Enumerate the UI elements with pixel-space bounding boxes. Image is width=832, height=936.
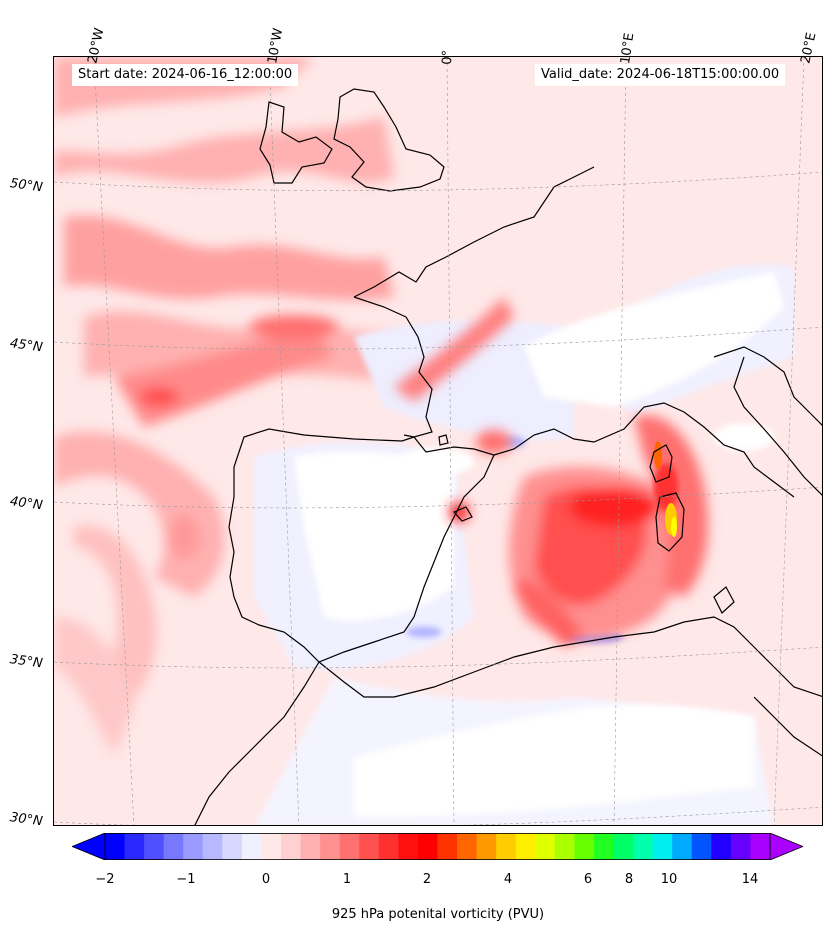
colorbar-segment — [711, 833, 732, 860]
colorbar-tick: 8 — [624, 872, 634, 887]
map-plot — [53, 56, 823, 826]
colorbar-segment — [535, 833, 556, 860]
colorbar-segment — [554, 833, 575, 860]
colorbar-tick: −1 — [176, 872, 196, 887]
lat-label-30n: 30°N — [8, 810, 44, 830]
colorbar-segment — [163, 833, 184, 860]
lat-label-50n: 50°N — [8, 176, 44, 196]
colorbar-tick: 14 — [741, 872, 759, 887]
colorbar-segment — [300, 833, 321, 860]
pv-colorbar — [72, 833, 803, 860]
lat-label-35n: 35°N — [8, 652, 44, 672]
colorbar-tick: 2 — [422, 872, 432, 887]
graticule — [54, 57, 822, 825]
colorbar-segment — [124, 833, 145, 860]
colorbar-segment — [398, 833, 419, 860]
colorbar-tick: 0 — [261, 872, 271, 887]
colorbar-segment — [496, 833, 517, 860]
colorbar-tick: 6 — [583, 872, 593, 887]
colorbar-segment — [574, 833, 595, 860]
lat-label-45n: 45°N — [8, 336, 44, 356]
colorbar-segment — [515, 833, 536, 860]
coastlines — [194, 88, 822, 825]
colorbar-segment — [613, 833, 634, 860]
colorbar-tick: −2 — [95, 872, 115, 887]
colorbar-segment — [320, 833, 341, 860]
colorbar-segment — [359, 833, 380, 860]
colorbar-segment — [593, 833, 615, 860]
colorbar-segment — [144, 833, 165, 860]
colorbar-segment — [281, 833, 302, 860]
lon-label-0: 0° — [440, 49, 456, 65]
colorbar-under-arrow — [72, 833, 106, 860]
colorbar-segment — [652, 833, 673, 860]
near-zero-regions — [294, 272, 784, 817]
colorbar-segment — [691, 833, 712, 860]
colorbar-segment — [633, 833, 654, 860]
colorbar-over-arrow — [769, 833, 803, 860]
colorbar-segment — [378, 833, 399, 860]
pv-field-map — [54, 57, 822, 825]
colorbar-tick: 1 — [342, 872, 352, 887]
colorbar-label: 925 hPa potenital vorticity (PVU) — [331, 907, 545, 922]
colorbar-segment — [261, 833, 282, 860]
colorbar-segment — [750, 833, 771, 860]
colorbar-segment — [476, 833, 497, 860]
colorbar-segment — [730, 833, 751, 860]
lat-label-40n: 40°N — [8, 494, 44, 514]
start-date-label: Start date: 2024-06-16_12:00:00 — [72, 64, 299, 86]
colorbar-segment — [672, 833, 693, 860]
colorbar-segment — [339, 833, 360, 860]
colorbar-segment — [457, 833, 478, 860]
colorbar-tick: 10 — [660, 872, 678, 887]
colorbar-tick: 4 — [503, 872, 513, 887]
colorbar-segment — [202, 833, 223, 860]
colorbar-segment — [437, 833, 458, 860]
colorbar-segment — [105, 833, 126, 860]
colorbar-frame — [104, 833, 771, 860]
colorbar-segment — [222, 833, 243, 860]
colorbar-segment — [183, 833, 204, 860]
colorbar-segment — [417, 833, 438, 860]
colorbar-segment — [241, 833, 262, 860]
valid-date-label: Valid_date: 2024-06-18T15:00:00.00 — [535, 64, 786, 86]
